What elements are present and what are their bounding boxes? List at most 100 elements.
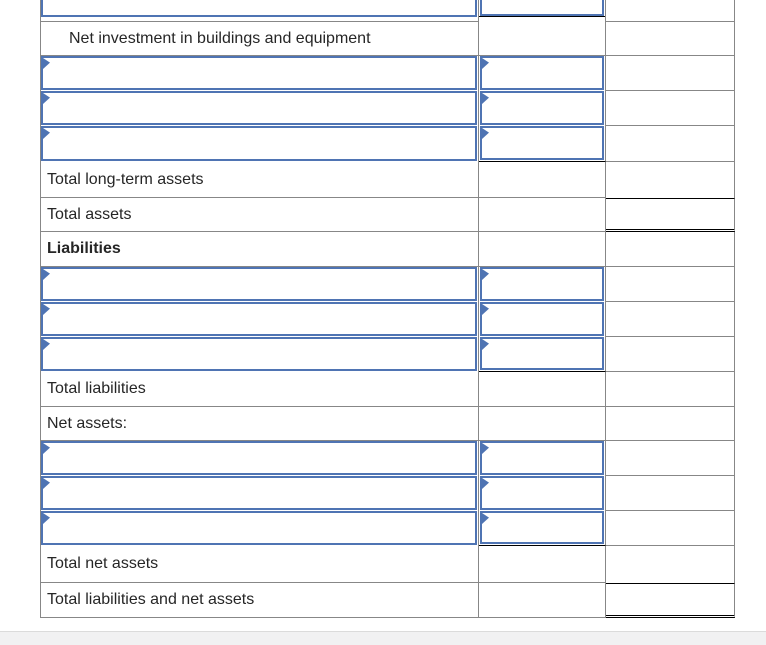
empty-cell [606,126,735,162]
row-label: Total assets [47,205,132,223]
row-label-cell: Total liabilities [41,372,479,407]
amount-input[interactable] [480,511,604,544]
amount-input[interactable] [480,126,604,160]
row-label: Total liabilities and net assets [47,591,255,608]
amount-cell [479,162,606,198]
row-label: Net investment in buildings and equipmen… [69,29,371,47]
amount-cell [479,372,606,407]
account-cell [41,511,479,546]
cell-flag-icon [482,128,489,139]
empty-cell [606,232,735,267]
row-input [41,302,735,337]
empty-cell [606,91,735,126]
amount-cell [479,511,606,546]
grand-total-cell [606,198,735,232]
amount-cell [479,407,606,441]
empty-cell [606,476,735,511]
cell-flag-icon [43,269,50,280]
section-heading: Liabilities [47,240,121,257]
row-total-liabilities-and-net-assets: Total liabilities and net assets [41,583,735,618]
account-cell [41,0,479,22]
row-input [41,476,735,511]
amount-cell [479,476,606,511]
row-input [41,511,735,546]
amount-cell [479,56,606,91]
amount-cell [479,91,606,126]
account-cell [41,126,479,162]
cell-flag-icon [43,304,50,315]
cell-flag-icon [43,443,50,454]
amount-input[interactable] [480,0,604,16]
cell-flag-icon [43,513,50,524]
amount-cell [479,546,606,583]
amount-input[interactable] [480,91,604,125]
account-title-input[interactable] [41,126,477,161]
account-cell [41,337,479,372]
amount-input[interactable] [480,267,604,301]
row-total-liabilities: Total liabilities [41,372,735,407]
account-title-input[interactable] [41,511,477,545]
empty-cell [606,441,735,476]
row-label: Net assets: [47,414,128,432]
account-title-input[interactable] [41,302,477,336]
cell-flag-icon [482,93,489,104]
row-label-cell: Total liabilities and net assets [41,583,479,618]
account-cell [41,476,479,511]
cell-flag-icon [482,269,489,280]
amount-cell [479,441,606,476]
row-label-cell: Net investment in buildings and equipmen… [41,22,479,56]
empty-cell [606,267,735,302]
account-title-input[interactable] [41,56,477,90]
empty-cell [606,337,735,372]
cell-flag-icon [482,339,489,350]
amount-cell [479,583,606,618]
cell-flag-icon [43,128,50,139]
row-label-cell: Net assets: [41,407,479,441]
account-title-input[interactable] [41,337,477,371]
amount-input[interactable] [480,302,604,336]
account-title-input[interactable] [41,476,477,510]
row-input [41,267,735,302]
account-title-input[interactable] [41,0,477,17]
amount-cell [479,232,606,267]
row-input [41,91,735,126]
row-input [41,126,735,162]
row-total-net-assets: Total net assets [41,546,735,583]
empty-cell [606,407,735,441]
amount-cell [479,126,606,162]
account-title-input[interactable] [41,267,477,301]
empty-cell [606,511,735,546]
row-net-assets: Net assets: [41,407,735,441]
amount-input[interactable] [480,56,604,90]
cell-flag-icon [482,513,489,524]
row-label-cell: Liabilities [41,232,479,267]
empty-cell [606,302,735,337]
amount-input[interactable] [480,337,604,370]
cell-flag-icon [43,339,50,350]
grand-total-cell [606,583,735,618]
row-label-cell: Total long-term assets [41,162,479,198]
row-input [41,56,735,91]
amount-input[interactable] [480,441,604,475]
row-input [41,337,735,372]
empty-cell [606,0,735,22]
account-title-input[interactable] [41,91,477,125]
cell-flag-icon [482,478,489,489]
accounting-rule-line [479,16,605,17]
amount-cell [479,0,606,22]
cell-flag-icon [482,443,489,454]
row-input [41,441,735,476]
account-cell [41,91,479,126]
account-title-input[interactable] [41,441,477,475]
empty-cell [606,546,735,583]
row-label-cell: Total assets [41,198,479,232]
amount-cell [479,22,606,56]
account-cell [41,441,479,476]
row-label: Total liabilities [47,380,146,397]
account-cell [41,56,479,91]
empty-cell [606,22,735,56]
cell-flag-icon [482,58,489,69]
amount-cell [479,302,606,337]
amount-input[interactable] [480,476,604,510]
